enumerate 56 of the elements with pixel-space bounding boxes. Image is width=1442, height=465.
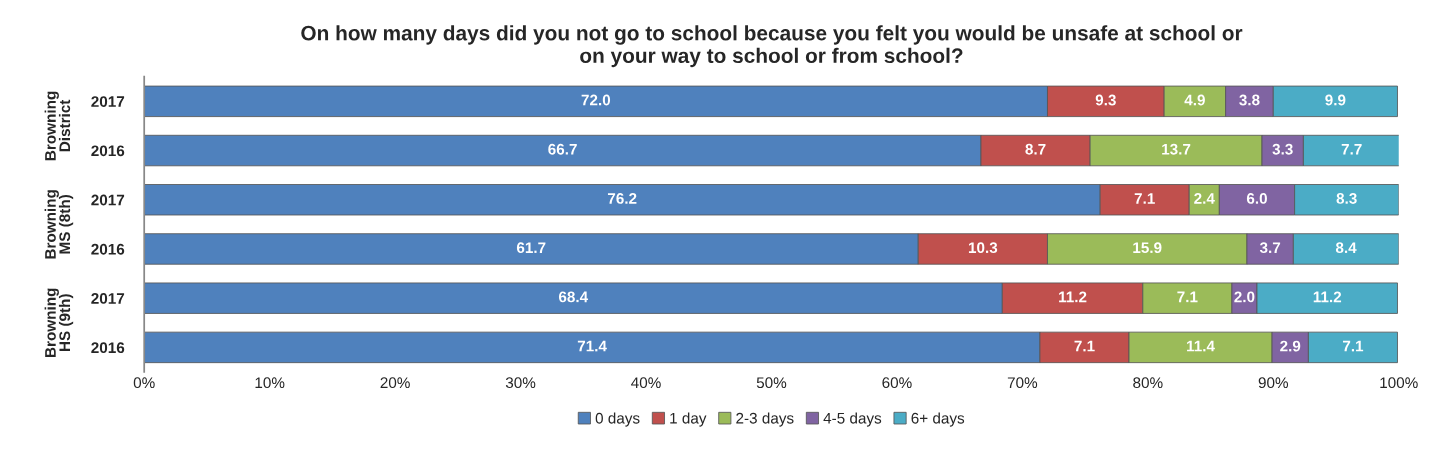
legend-label: 1 day <box>670 412 707 427</box>
data-label: 9.9 <box>1325 94 1346 106</box>
y-tick-label: 2017 <box>91 96 125 108</box>
x-tick-label: 60% <box>882 377 912 389</box>
text: Browning District <box>44 91 71 161</box>
x-tick-label: 80% <box>1133 377 1163 389</box>
data-label: 6.0 <box>1246 193 1267 204</box>
text: Browning MS (8th) <box>44 190 74 259</box>
legend-label: 6+ days <box>911 412 965 427</box>
x-tick-label: 40% <box>631 377 661 389</box>
y-tick-label: 2016 <box>91 342 125 354</box>
data-label: 8.7 <box>1025 143 1046 155</box>
y-tick-label: 2016 <box>91 145 125 157</box>
data-label: 76.2 <box>607 193 637 204</box>
legend-label: 4-5 days <box>823 412 882 427</box>
data-label: 72.0 <box>581 94 611 106</box>
chart-title: On how many days did you not go to school because you felt you would be unsafe at school or on your way to school or from school? <box>301 25 1243 68</box>
data-label: 2.4 <box>1194 193 1215 204</box>
data-label: 11.2 <box>1313 291 1342 303</box>
data-label: 11.2 <box>1059 291 1087 303</box>
data-label: 11.4 <box>1187 340 1215 352</box>
x-tick-label: 100% <box>1380 377 1418 389</box>
data-label: 68.4 <box>558 291 589 303</box>
data-label: 15.9 <box>1133 242 1162 254</box>
data-label: 7.1 <box>1074 340 1095 352</box>
data-label: 8.4 <box>1335 242 1357 254</box>
data-label: 71.4 <box>577 340 607 352</box>
data-label: 8.3 <box>1336 193 1357 204</box>
data-label: 7.1 <box>1134 193 1155 204</box>
x-tick-label: 70% <box>1007 377 1038 389</box>
y-tick-label: 2017 <box>91 293 125 304</box>
data-label: 4.9 <box>1184 94 1205 106</box>
x-tick-label: 50% <box>756 377 787 389</box>
x-tick-label: 20% <box>380 377 410 389</box>
data-label: 7.1 <box>1342 340 1364 352</box>
data-label: 3.7 <box>1259 242 1281 254</box>
x-tick-label: 0% <box>133 377 155 389</box>
legend-label: 2-3 days <box>736 412 794 427</box>
data-label: 7.7 <box>1341 143 1362 155</box>
x-tick-label: 90% <box>1258 377 1289 389</box>
data-label: 9.3 <box>1095 94 1116 106</box>
data-label: 61.7 <box>516 242 546 254</box>
y-tick-label: 2016 <box>91 243 125 255</box>
data-label: 2.0 <box>1234 291 1255 303</box>
x-tick-label: 10% <box>255 377 285 389</box>
data-label: 3.3 <box>1272 143 1293 155</box>
legend-label: 0 days <box>595 412 640 427</box>
y-tick-label: 2017 <box>91 194 125 206</box>
x-tick-label: 30% <box>505 377 536 389</box>
data-label: 10.3 <box>968 242 998 254</box>
data-label: 7.1 <box>1177 291 1198 303</box>
text: Browning HS (9th) <box>44 288 74 357</box>
data-label: 13.7 <box>1162 143 1191 155</box>
data-label: 2.9 <box>1280 340 1301 352</box>
data-label: 3.8 <box>1239 94 1260 106</box>
data-label: 66.7 <box>548 143 577 155</box>
